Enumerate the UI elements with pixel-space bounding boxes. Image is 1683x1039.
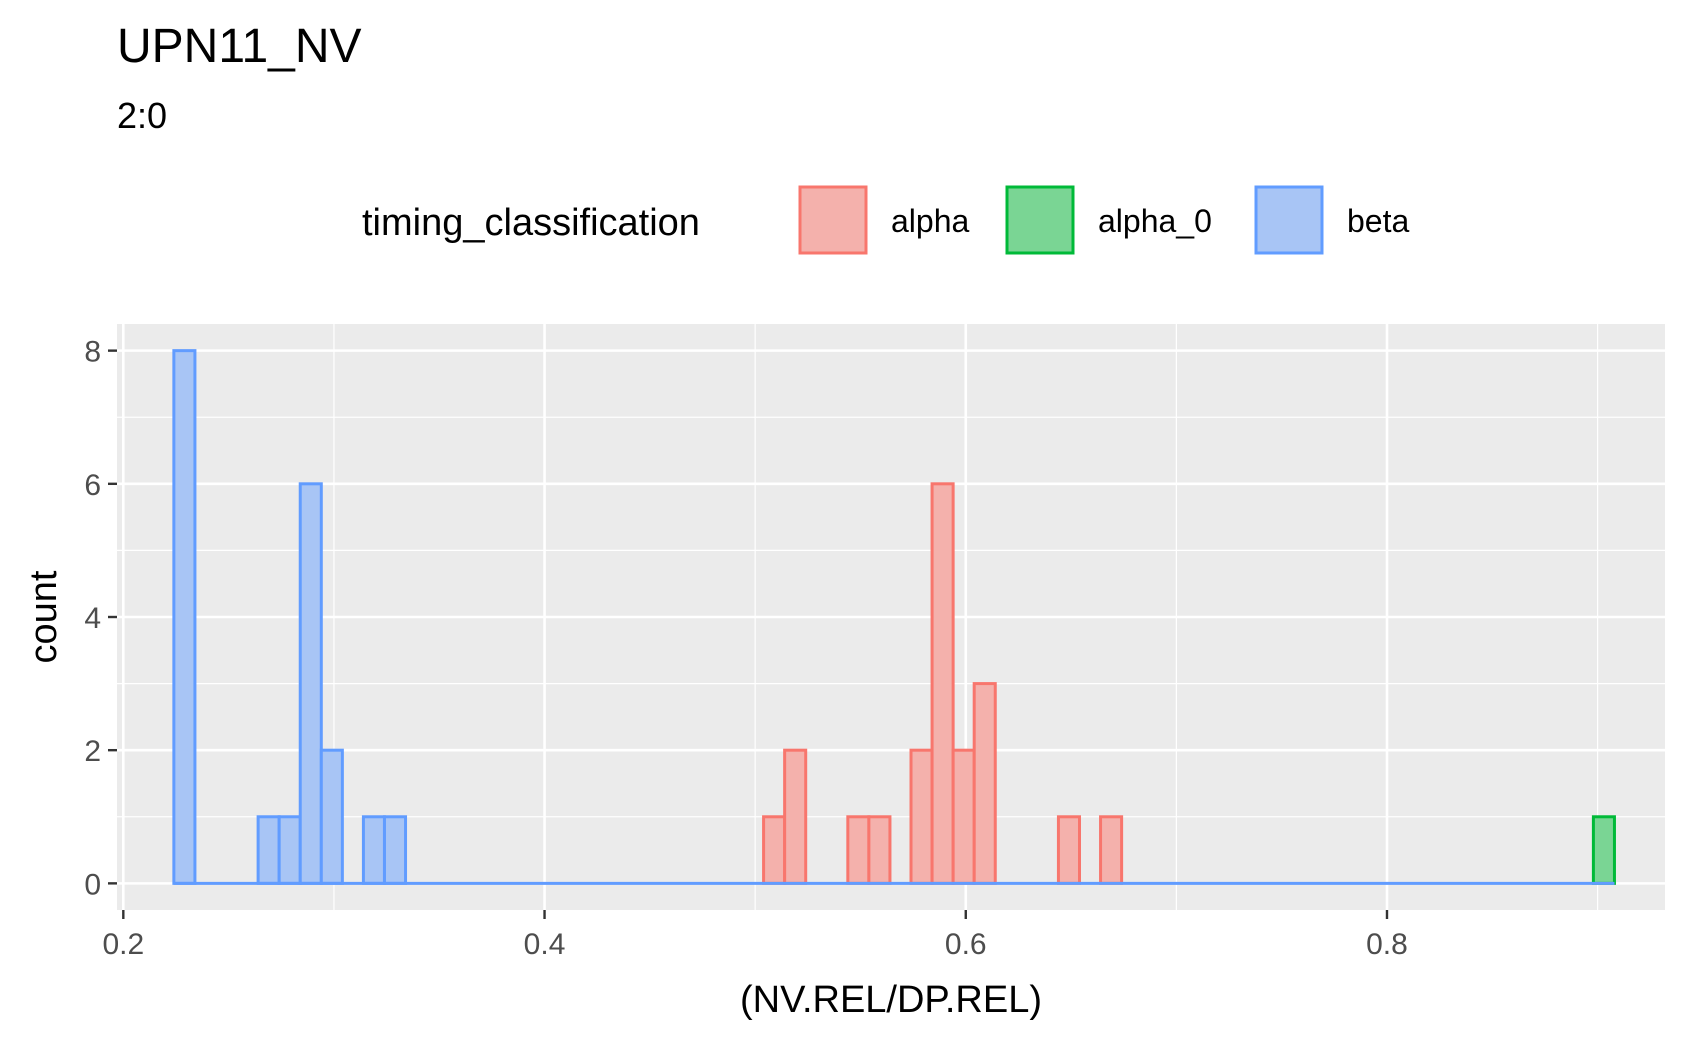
histogram-bar-beta [256, 815, 281, 885]
x-axis-label: (NV.REL/DP.REL) [740, 979, 1042, 1021]
histogram-bar-alpha [762, 815, 787, 885]
x-axis: 0.2 0.4 0.6 0.8 [102, 910, 1408, 961]
y-tick-label: 0 [84, 868, 101, 901]
y-axis-label: count [23, 570, 65, 663]
histogram-bar-alpha [951, 748, 976, 885]
y-tick-label: 8 [84, 336, 101, 369]
histogram-bar-beta [361, 815, 386, 885]
chart-title: UPN11_NV [117, 20, 362, 73]
histogram-bar-alpha [1099, 815, 1124, 885]
x-tick-label: 0.8 [1366, 928, 1408, 961]
legend-key-alpha [798, 185, 868, 255]
histogram-bar-alpha_0 [1591, 815, 1616, 885]
histogram-bar-alpha [972, 682, 997, 885]
legend-title: timing_classification [362, 202, 700, 244]
histogram-bar-alpha [1056, 815, 1081, 885]
y-tick-label: 4 [84, 602, 101, 635]
y-tick-label: 2 [84, 735, 101, 768]
histogram-bar-alpha [930, 482, 955, 885]
y-tick-label: 6 [84, 469, 101, 502]
histogram-bar-alpha [783, 748, 808, 885]
histogram-bar-beta [319, 748, 344, 885]
x-tick-label: 0.2 [102, 928, 144, 961]
histogram-bar-beta [298, 482, 323, 885]
y-axis: 0 2 4 6 8 [84, 336, 117, 901]
chart-subtitle: 2:0 [117, 95, 167, 136]
legend: timing_classification alpha alpha_0 beta [362, 185, 1409, 255]
x-tick-label: 0.6 [945, 928, 987, 961]
legend-label-alpha_0: alpha_0 [1098, 203, 1212, 239]
legend-key-alpha_0 [1005, 185, 1075, 255]
legend-keys: alpha alpha_0 beta [798, 185, 1409, 255]
histogram-bar-alpha [846, 815, 871, 885]
x-tick-label: 0.4 [524, 928, 566, 961]
histogram-bar-beta [277, 815, 302, 885]
histogram-bar-beta [382, 815, 408, 885]
legend-label-beta: beta [1347, 203, 1409, 239]
histogram-bar-alpha [909, 748, 934, 885]
histogram-bar-alpha [867, 815, 892, 885]
histogram-bar-beta [172, 349, 197, 885]
legend-key-beta [1254, 185, 1324, 255]
legend-label-alpha: alpha [891, 203, 970, 239]
